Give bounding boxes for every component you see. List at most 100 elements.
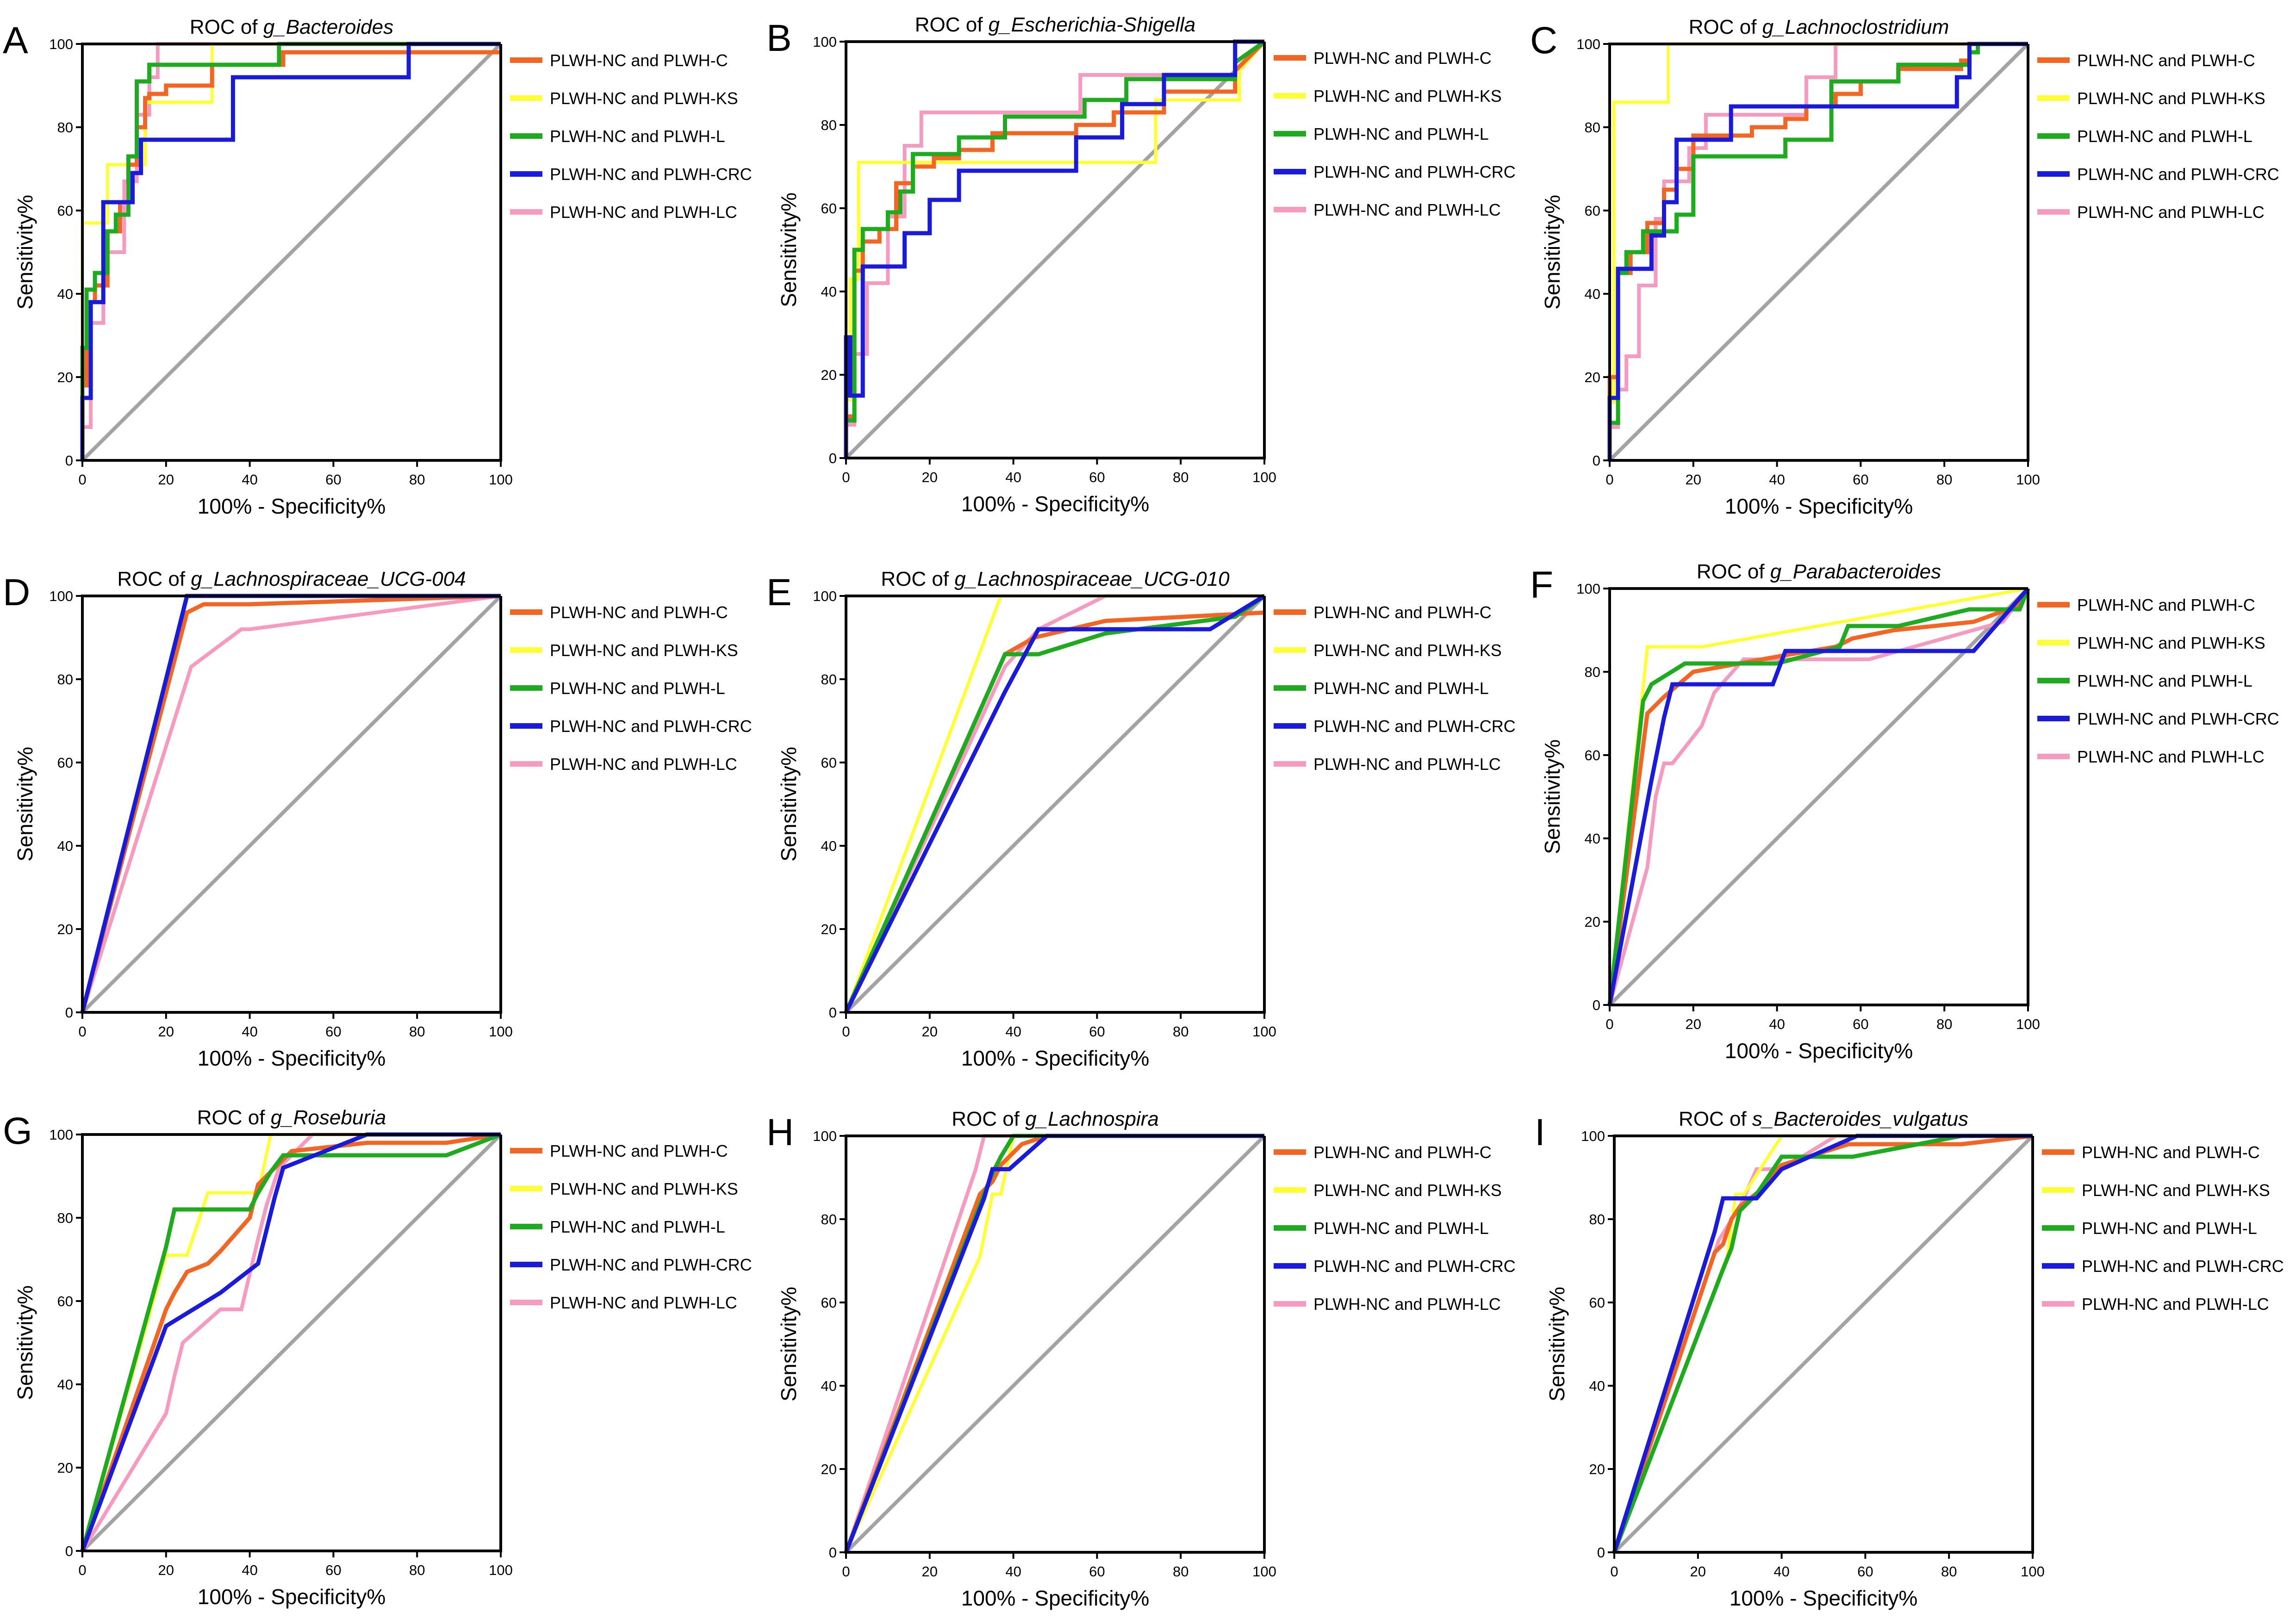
legend: PLWH-NC and PLWH-C PLWH-NC and PLWH-KS PLW… <box>2042 1143 2284 1314</box>
legend-label-1: PLWH-NC and PLWH-C <box>2082 1143 2260 1162</box>
legend-label-2: PLWH-NC and PLWH-KS <box>2077 633 2265 652</box>
y-axis-title: Sensitivity% <box>777 747 801 862</box>
x-axis-title: 100% - Specificity% <box>1730 1586 1918 1610</box>
legend-label-5: PLWH-NC and PLWH-LC <box>1313 755 1501 774</box>
legend: PLWH-NC and PLWH-C PLWH-NC and PLWH-KS PLW… <box>2037 51 2279 222</box>
reference-diagonal <box>845 40 1266 459</box>
legend-label-4: PLWH-NC and PLWH-CRC <box>550 717 752 736</box>
x-tick-label: 80 <box>409 1562 425 1578</box>
legend-label-1: PLWH-NC and PLWH-C <box>550 51 728 70</box>
y-tick-label: 80 <box>1585 119 1600 136</box>
legend: PLWH-NC and PLWH-C PLWH-NC and PLWH-KS PLW… <box>510 603 752 774</box>
x-axis-title: 100% - Specificity% <box>1725 494 1913 518</box>
series-line-4 <box>1612 1134 2033 1553</box>
y-tick-label: 100 <box>49 1127 73 1143</box>
legend-label-2: PLWH-NC and PLWH-KS <box>2077 89 2265 108</box>
series-line-3 <box>80 42 501 460</box>
panel-b: B ROC of g_Escherichia-Shigella 0 20 40 60 80 1… <box>766 13 1516 516</box>
y-axis-title: Sensitivity% <box>1540 195 1564 310</box>
y-tick-label: 40 <box>57 838 73 854</box>
reference-diagonal <box>1608 587 2029 1006</box>
legend-label-5: PLWH-NC and PLWH-LC <box>1313 1295 1501 1314</box>
legend-label-2: PLWH-NC and PLWH-KS <box>550 641 738 660</box>
panel-letter: C <box>1530 19 1557 62</box>
legend-label-3: PLWH-NC and PLWH-L <box>2077 127 2252 146</box>
x-tick-label: 100 <box>489 1562 513 1578</box>
series-line-1 <box>80 594 501 1013</box>
y-tick-label: 20 <box>1589 1461 1605 1477</box>
series-group <box>80 1132 502 1552</box>
legend-label-4: PLWH-NC and PLWH-CRC <box>1313 1257 1516 1276</box>
panel-f: F ROC of g_Parabacteroides 0 20 40 60 80 100 0 20… <box>1530 560 2279 1063</box>
y-tick-label: 0 <box>65 453 73 469</box>
x-tick-label: 60 <box>1089 469 1105 485</box>
y-tick-label: 80 <box>821 1211 837 1227</box>
chart-title: ROC of g_Lachnospira <box>952 1108 1159 1130</box>
y-tick-label: 40 <box>57 286 73 302</box>
series-line-3 <box>80 1132 502 1552</box>
x-axis-title: 100% - Specificity% <box>1725 1039 1913 1063</box>
y-axis-title: Sensitivity% <box>1540 739 1564 854</box>
y-tick-label: 0 <box>829 1544 837 1561</box>
y-tick-label: 40 <box>1585 831 1600 847</box>
y-axis-title: Sensitivity% <box>1545 1287 1569 1401</box>
series-group <box>1607 587 2030 1006</box>
legend: PLWH-NC and PLWH-C PLWH-NC and PLWH-KS PLW… <box>1274 49 1516 219</box>
x-tick-label: 40 <box>1769 471 1785 488</box>
x-axis-title: 100% - Specificity% <box>961 1586 1150 1610</box>
chart-title-prefix: ROC of <box>952 1108 1025 1130</box>
y-axis-title: Sensitivity% <box>777 192 801 307</box>
x-tick-label: 40 <box>1005 469 1021 485</box>
x-tick-label: 80 <box>1941 1563 1957 1580</box>
series-line-4 <box>80 1132 501 1552</box>
reference-diagonal <box>1613 1134 2034 1554</box>
x-tick-label: 80 <box>1173 1023 1188 1040</box>
x-tick-label: 20 <box>1690 1563 1706 1580</box>
series-group <box>80 42 501 460</box>
y-tick-label: 0 <box>65 1543 73 1559</box>
x-tick-label: 80 <box>1936 471 1952 488</box>
legend-label-2: PLWH-NC and PLWH-KS <box>1313 641 1502 660</box>
y-axis-title: Sensitivity% <box>13 195 37 310</box>
legend-label-2: PLWH-NC and PLWH-KS <box>1313 1181 1502 1200</box>
legend-label-5: PLWH-NC and PLWH-LC <box>550 203 737 222</box>
y-tick-label: 80 <box>57 119 73 136</box>
x-tick-label: 100 <box>1252 469 1276 485</box>
panel-letter: H <box>766 1111 794 1153</box>
reference-diagonal <box>81 595 502 1014</box>
y-tick-label: 100 <box>49 36 73 52</box>
x-tick-label: 20 <box>158 1562 174 1578</box>
x-axis-title: 100% - Specificity% <box>198 1585 386 1609</box>
y-tick-label: 60 <box>821 200 837 217</box>
y-tick-label: 0 <box>829 450 837 466</box>
y-tick-label: 60 <box>1585 203 1600 219</box>
legend-label-2: PLWH-NC and PLWH-KS <box>1313 87 1502 105</box>
y-tick-label: 60 <box>1585 747 1600 763</box>
chart-title: ROC of g_Roseburia <box>197 1106 386 1129</box>
y-tick-label: 40 <box>57 1376 73 1393</box>
legend-label-5: PLWH-NC and PLWH-LC <box>2082 1295 2269 1314</box>
y-tick-label: 100 <box>1576 36 1600 52</box>
series-line-4 <box>844 39 1264 458</box>
x-tick-label: 100 <box>1252 1563 1276 1580</box>
panel-h: H ROC of g_Lachnospira 0 20 40 60 80 100 0 20 40 60… <box>766 1108 1516 1610</box>
x-tick-label: 80 <box>1173 1563 1188 1580</box>
x-tick-label: 60 <box>1089 1023 1105 1040</box>
legend-label-1: PLWH-NC and PLWH-C <box>2077 595 2255 614</box>
legend-label-3: PLWH-NC and PLWH-L <box>1313 679 1489 698</box>
x-tick-label: 20 <box>922 1563 938 1580</box>
legend-label-1: PLWH-NC and PLWH-C <box>1313 49 1492 68</box>
y-tick-label: 100 <box>813 588 837 604</box>
x-tick-label: 80 <box>409 471 425 488</box>
x-tick-label: 100 <box>2016 1016 2040 1032</box>
legend-label-1: PLWH-NC and PLWH-C <box>550 603 728 622</box>
chart-title: ROC of s_Bacteroides_vulgatus <box>1679 1108 1968 1130</box>
legend-label-4: PLWH-NC and PLWH-CRC <box>550 1255 752 1274</box>
series-line-4 <box>844 594 1266 1013</box>
x-tick-label: 60 <box>1089 1563 1105 1580</box>
y-tick-label: 40 <box>1589 1378 1605 1394</box>
panel-letter: A <box>3 19 28 62</box>
chart-title-taxon: g_Lachnospiraceae_UCG-010 <box>954 568 1230 590</box>
legend-label-3: PLWH-NC and PLWH-L <box>2077 671 2252 690</box>
